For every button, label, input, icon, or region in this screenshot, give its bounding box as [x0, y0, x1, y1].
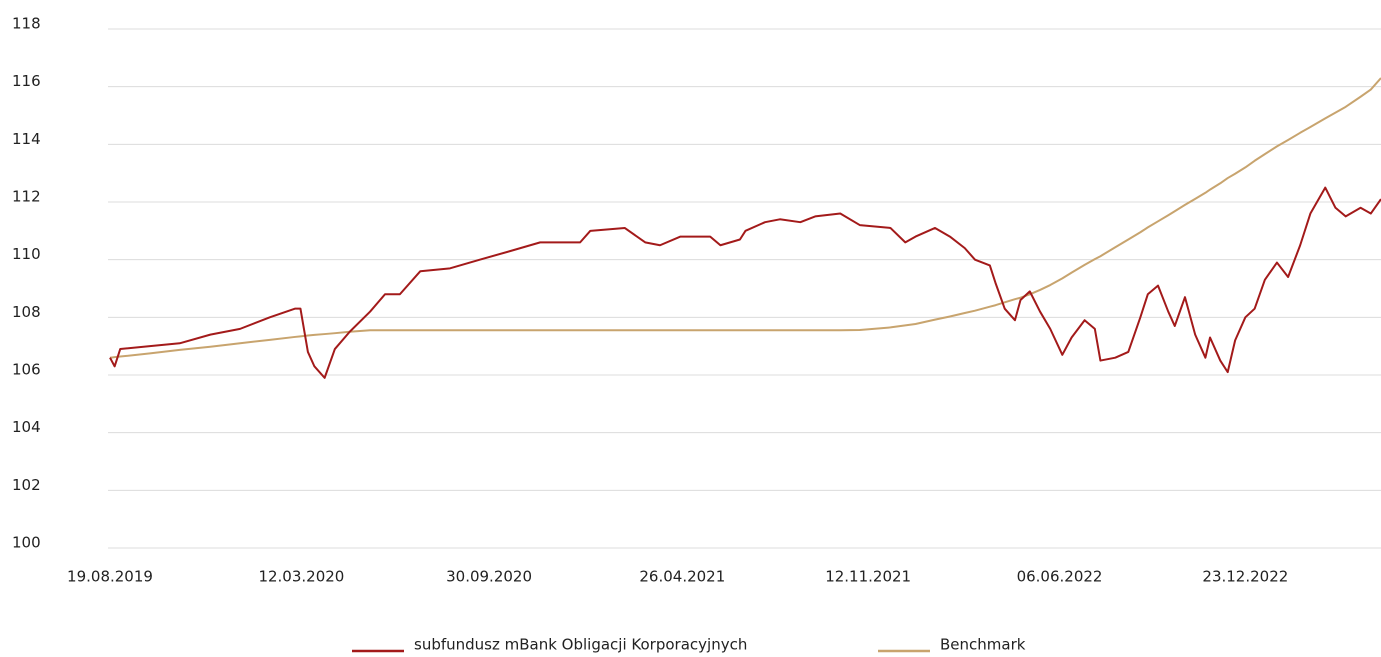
x-tick-label: 12.11.2021 [825, 568, 911, 586]
series-line [109, 186, 1381, 379]
x-tick-label: 12.03.2020 [258, 568, 344, 586]
y-tick-label: 116 [12, 72, 41, 90]
x-tick-label: 19.08.2019 [67, 568, 153, 586]
x-tick-label: 26.04.2021 [639, 568, 725, 586]
y-tick-label: 108 [12, 303, 41, 321]
y-tick-label: 104 [12, 418, 41, 436]
y-tick-label: 118 [12, 15, 41, 33]
x-tick-label: 30.09.2020 [446, 568, 532, 586]
legend-label: Benchmark [940, 636, 1026, 654]
series-line [109, 77, 1381, 359]
y-tick-label: 112 [12, 188, 41, 206]
y-tick-label: 114 [12, 130, 41, 148]
y-tick-label: 102 [12, 476, 41, 494]
y-tick-label: 110 [12, 245, 41, 263]
legend-label: subfundusz mBank Obligacji Korporacyjnyc… [414, 636, 747, 654]
y-tick-label: 100 [12, 534, 41, 552]
x-tick-label: 23.12.2022 [1202, 568, 1288, 586]
y-tick-label: 106 [12, 361, 41, 379]
x-tick-label: 06.06.2022 [1017, 568, 1103, 586]
